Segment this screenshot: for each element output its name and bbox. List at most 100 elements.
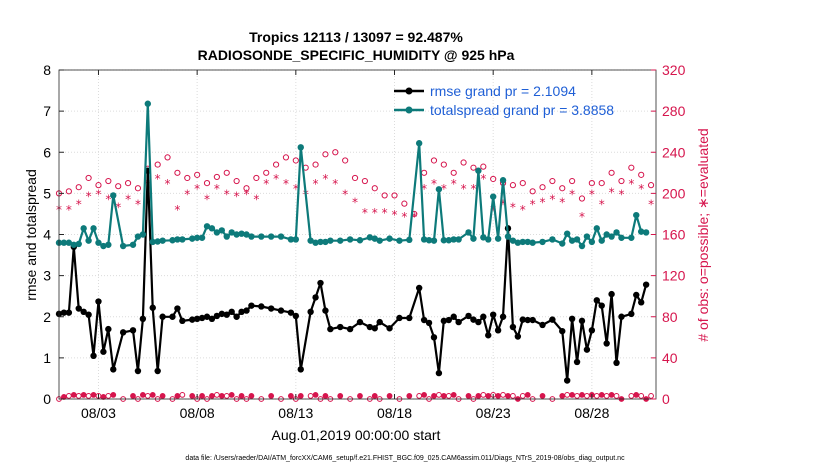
- totalspread-point: [213, 229, 221, 236]
- rmse-point: [292, 312, 300, 320]
- totalspread-point: [529, 239, 536, 246]
- obs-possible-marker: [588, 179, 595, 187]
- totalspread-point: [613, 229, 620, 236]
- totalspread-point: [356, 237, 364, 244]
- obs-possible-marker: [342, 157, 349, 164]
- rmse-point: [159, 313, 166, 320]
- obs-evaluated-marker: *: [105, 193, 111, 207]
- obs-count-marker: [209, 393, 215, 399]
- rmse-point: [509, 323, 517, 331]
- totalspread-point: [149, 238, 156, 246]
- totalspread-point: [440, 237, 448, 244]
- y2-tick-label: 200: [662, 185, 686, 201]
- y-tick-label: 7: [43, 103, 51, 119]
- obs-count-marker: [421, 391, 428, 398]
- totalspread-point: [578, 242, 586, 250]
- obs-count-marker: [440, 393, 447, 399]
- obs-evaluated-marker: *: [638, 182, 644, 196]
- totalspread-point: [642, 229, 650, 236]
- totalspread-point: [588, 238, 596, 246]
- totalspread-point: [514, 239, 522, 246]
- totalspread-point: [470, 235, 477, 242]
- totalspread-point: [637, 228, 645, 235]
- y2-tick-label: 240: [662, 144, 686, 160]
- rmse-point: [593, 297, 600, 304]
- obs-possible-marker: [312, 161, 319, 168]
- y-tick-label: 1: [43, 350, 51, 366]
- totalspread-point: [322, 238, 329, 246]
- totalspread-point: [628, 234, 635, 241]
- obs-possible-marker: [529, 188, 536, 195]
- legend-spread-marker: [405, 106, 413, 114]
- obs-possible-marker: [578, 195, 586, 202]
- rmse-point: [440, 317, 448, 325]
- rmse-point: [208, 315, 216, 323]
- rmse-point: [233, 313, 240, 320]
- rmse-point: [203, 313, 211, 320]
- rmse-point: [489, 311, 497, 318]
- obs-count-marker: [297, 393, 304, 399]
- obs-count-marker: [569, 391, 576, 398]
- rmse-point: [95, 298, 102, 305]
- rmse-point: [583, 346, 591, 353]
- obs-count-marker: [248, 393, 255, 399]
- y-tick-label: 6: [43, 144, 51, 160]
- obs-evaluated-marker: *: [86, 189, 92, 203]
- obs-count-marker: [510, 393, 516, 399]
- rmse-point: [60, 309, 68, 316]
- obs-evaluated-marker: *: [283, 177, 289, 191]
- totalspread-point: [435, 186, 443, 193]
- totalspread-point: [119, 242, 127, 250]
- totalspread-point: [598, 237, 605, 244]
- totalspread-point: [494, 235, 502, 242]
- obs-evaluated-marker: *: [273, 172, 279, 186]
- rmse-point: [213, 312, 221, 320]
- obs-evaluated-marker: *: [510, 201, 516, 215]
- obs-evaluated-marker: *: [411, 210, 417, 224]
- obs-evaluated-marker: *: [599, 198, 605, 212]
- obs-evaluated-marker: *: [559, 196, 565, 210]
- obs-count-marker: [386, 393, 393, 399]
- y-tick-label: 8: [43, 62, 51, 78]
- obs-count-marker: [406, 393, 413, 399]
- rmse-point: [637, 299, 645, 306]
- obs-evaluated-marker: *: [332, 177, 338, 191]
- rmse-point: [465, 312, 472, 320]
- rmse-point: [297, 366, 304, 373]
- rmse-point: [519, 316, 526, 323]
- obs-evaluated-marker: *: [490, 203, 496, 217]
- totalspread-point: [159, 237, 166, 244]
- obs-evaluated-marker: *: [618, 187, 624, 201]
- obs-count-marker: [648, 393, 654, 399]
- x-axis: 08/03 08/08 08/13 08/18 08/23 08/28: [81, 70, 610, 421]
- totalspread-point: [396, 237, 403, 244]
- totalspread-point: [603, 231, 610, 238]
- totalspread-point: [317, 238, 324, 246]
- totalspread-point: [430, 237, 438, 244]
- rmse-point: [455, 318, 462, 326]
- rmse-point: [642, 281, 650, 288]
- totalspread-point: [312, 239, 319, 246]
- rmse-point: [588, 327, 596, 334]
- obs-count-marker: [70, 391, 77, 398]
- rmse-point: [248, 302, 255, 309]
- totalspread-point: [346, 236, 354, 243]
- obs-possible-marker: [401, 200, 408, 207]
- totalspread-point: [504, 233, 512, 240]
- obs-count-marker: [139, 391, 146, 398]
- obs-count-marker: [633, 391, 640, 398]
- totalspread-point: [174, 236, 181, 243]
- totalspread-point: [267, 233, 275, 240]
- obs-count-marker: [287, 393, 294, 399]
- totalspread-point: [193, 234, 201, 241]
- y2-tick-label: 160: [662, 227, 686, 243]
- obs-possible-marker: [480, 163, 487, 170]
- totalspread-point: [519, 238, 526, 246]
- obs-evaluated-marker: *: [372, 206, 378, 220]
- obs-evaluated-marker: *: [362, 206, 368, 220]
- obs-evaluated-marker: *: [194, 182, 200, 196]
- obs-possible-marker: [233, 177, 240, 185]
- totalspread-point: [129, 241, 137, 248]
- totalspread-point: [608, 233, 615, 240]
